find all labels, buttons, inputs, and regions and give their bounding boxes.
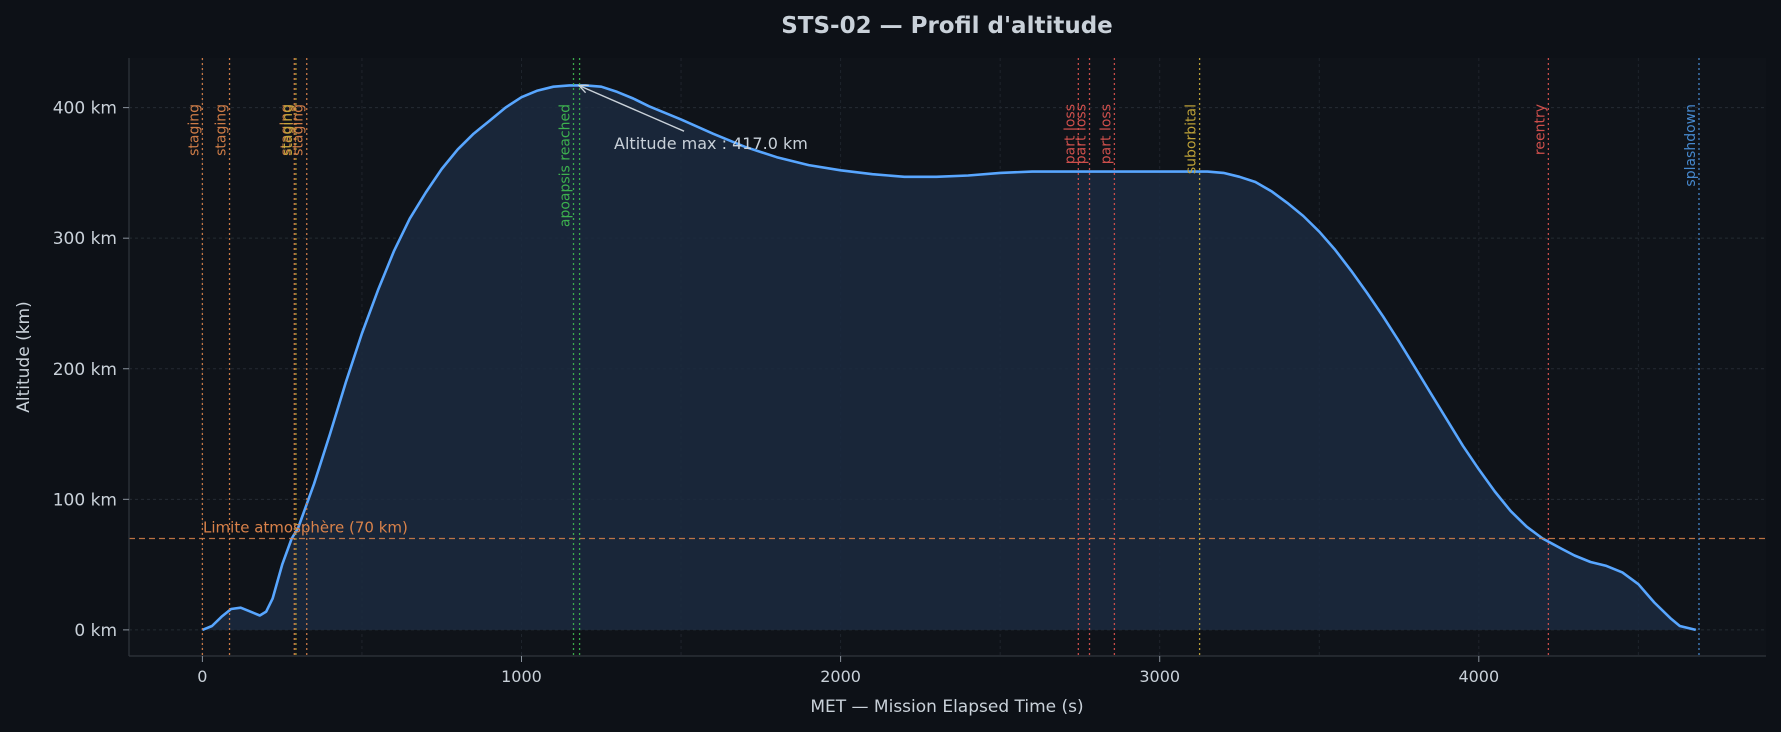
annotation-arrow-shaft <box>580 85 685 132</box>
x-tick-label: 3000 <box>1139 667 1180 686</box>
axes: 0 1000 2000 3000 4000 0 km 100 km 200 km 300 km 4… <box>53 58 1766 686</box>
chart-title: STS-02 — Profil d'altitude <box>781 13 1113 39</box>
event-label: splashdown <box>1683 104 1699 187</box>
y-tick-label: 0 km <box>74 621 117 641</box>
x-tick-label: 0 <box>197 667 207 686</box>
x-tick-label: 2000 <box>820 667 861 686</box>
x-axis-label: MET — Mission Elapsed Time (s) <box>810 697 1083 717</box>
x-tick-label: 4000 <box>1458 667 1499 686</box>
event-label: staging <box>214 104 230 156</box>
altitude-area <box>201 84 1697 632</box>
atmosphere-limit: Limite atmosphère (70 km) <box>129 518 1766 540</box>
y-tick-label: 400 km <box>53 99 117 119</box>
event-label: staging <box>186 104 202 156</box>
event-label: reentry <box>1532 104 1548 155</box>
max-altitude-annotation: Altitude max : 417.0 km <box>577 84 808 153</box>
y-tick-label: 300 km <box>53 229 117 249</box>
event-label: apoapsis reached <box>558 104 574 227</box>
y-axis-label: Altitude (km) <box>14 301 34 413</box>
annotation-arrow-head <box>577 84 589 94</box>
x-tick-label: 1000 <box>501 667 542 686</box>
y-tick-label: 200 km <box>53 360 117 380</box>
event-label: suborbital <box>1184 104 1200 174</box>
event-label: part loss <box>1074 104 1090 164</box>
event-label: part loss <box>1098 104 1114 164</box>
altitude-fill <box>202 85 1696 630</box>
atmosphere-limit-label: Limite atmosphère (70 km) <box>203 518 408 536</box>
event-label: part loss <box>1062 104 1078 164</box>
event-label: staging <box>278 104 294 156</box>
event-label: staging <box>291 104 307 156</box>
y-tick-label: 100 km <box>53 490 117 510</box>
event-label: staging <box>280 104 296 156</box>
altitude-line <box>201 84 1697 632</box>
annotation-text: Altitude max : 417.0 km <box>614 134 808 153</box>
